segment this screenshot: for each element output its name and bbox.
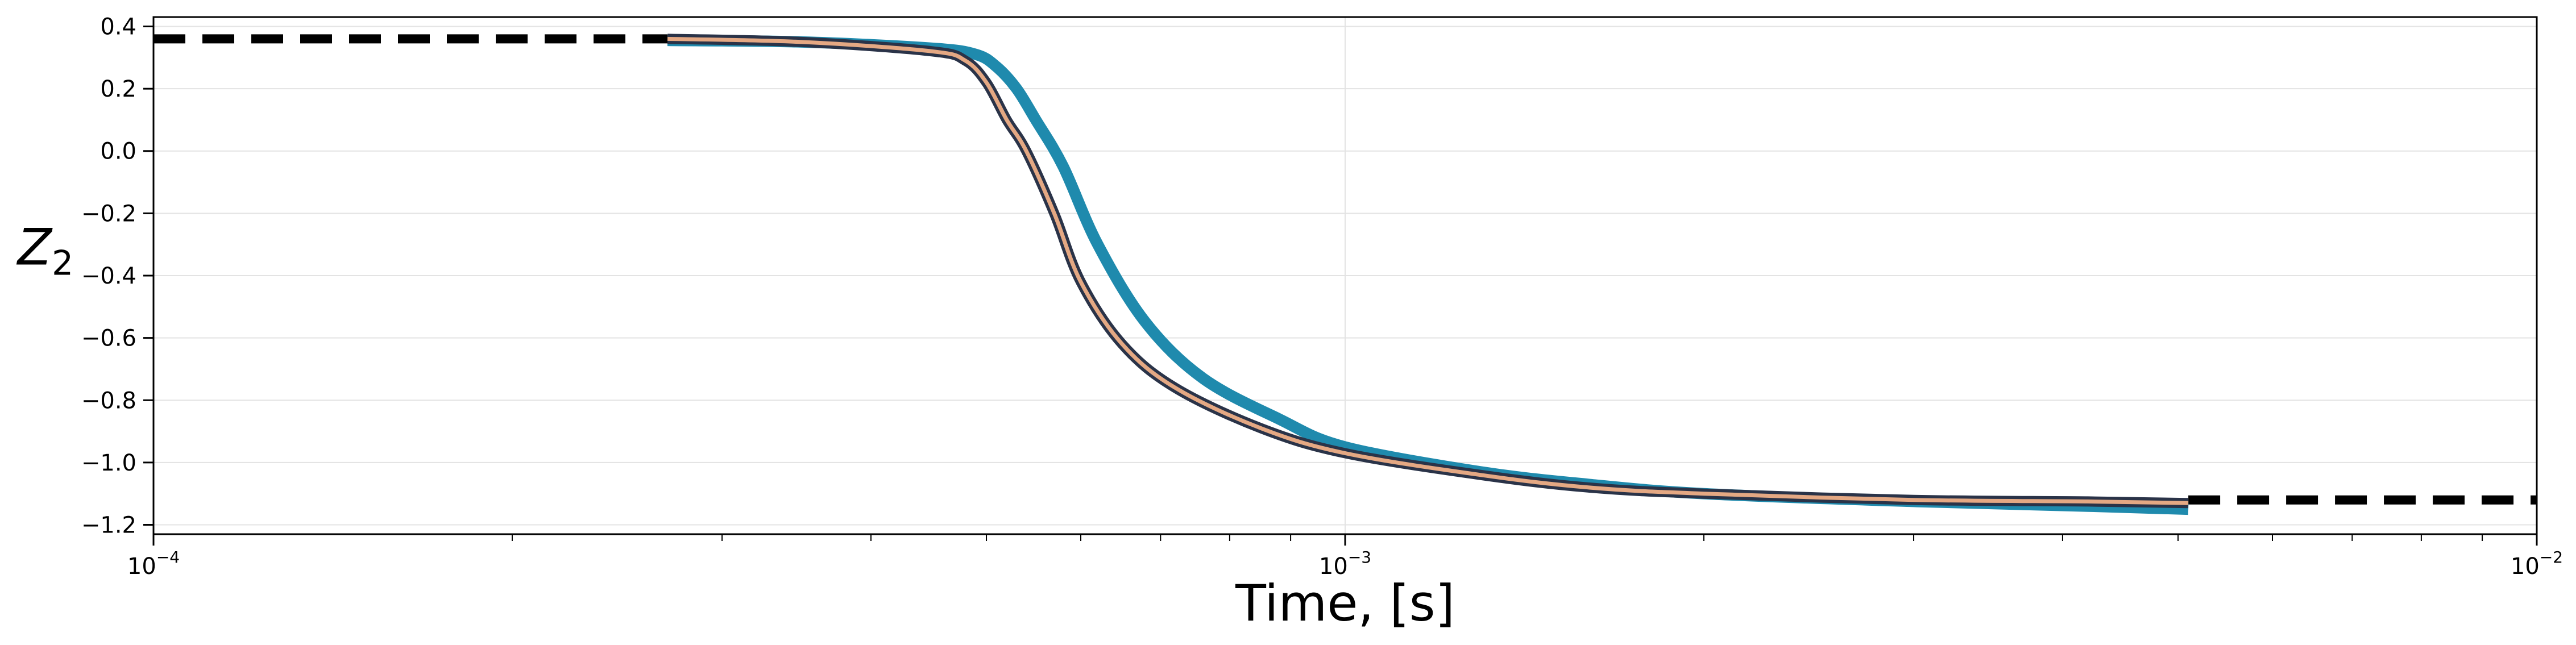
x-tick-label-0: 10−4 [127, 548, 180, 580]
x-tick-label-base: 10 [127, 554, 156, 580]
y-tick-label-8: −1.2 [81, 513, 136, 539]
y-tick-label-6: −0.8 [81, 388, 136, 414]
minor-ticks [511, 534, 2483, 541]
x-tick-label-1: 10−3 [1319, 548, 1371, 580]
y-tick-label-7: −1.0 [81, 450, 136, 476]
y-tick-label-5: −0.6 [81, 326, 136, 352]
y-axis-title-main: Z [16, 218, 53, 277]
x-tick-label-base: 10 [2511, 554, 2540, 580]
x-tick-label-2: 10−2 [2511, 548, 2563, 580]
x-axis-ticks: 10−4 10−3 10−2 [127, 534, 2563, 580]
x-tick-label-exponent: −3 [1348, 548, 1371, 567]
series-line-3 [667, 34, 2189, 509]
x-tick-label-exponent: −4 [156, 548, 180, 567]
x-axis-title: Time, [s] [1235, 574, 1455, 632]
y-axis-ticks: 0.4 0.2 0.0 −0.2 −0.4 −0.6 −0.8 −1.0 −1.2 [81, 14, 154, 539]
y-tick-label-0: 0.4 [100, 14, 136, 40]
series-line-4 [667, 36, 2189, 505]
y-axis-title-subscript: 2 [52, 244, 73, 284]
y-tick-label-3: −0.2 [81, 201, 136, 227]
series-line-2 [667, 35, 2189, 515]
y-tick-label-4: −0.4 [81, 263, 136, 289]
plot-series [154, 34, 2537, 515]
x-tick-label-base: 10 [1319, 554, 1348, 580]
y-tick-label-2: 0.0 [100, 139, 136, 165]
y-tick-label-1: 0.2 [100, 76, 136, 102]
y-axis-title: Z2 [16, 218, 73, 284]
x-tick-label-exponent: −2 [2540, 548, 2563, 567]
